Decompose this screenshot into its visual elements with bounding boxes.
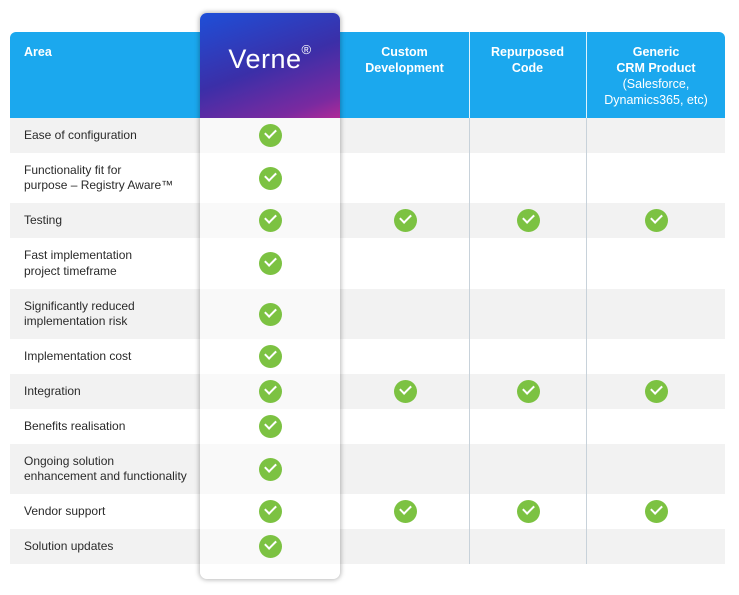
check-icon xyxy=(393,209,417,232)
row-label: Solution updates xyxy=(24,529,204,564)
check-icon xyxy=(258,345,282,368)
generic-header-sub1: (Salesforce, xyxy=(622,77,690,91)
row-label-text: Benefits realisation xyxy=(24,419,125,435)
check-icon xyxy=(393,500,417,523)
verne-column-header xyxy=(200,13,340,118)
row-label-line: Vendor support xyxy=(24,503,106,518)
check-icon xyxy=(258,535,282,558)
row-label: Vendor support xyxy=(24,494,204,529)
row-label-line: Functionality fit for xyxy=(24,162,122,177)
row-label-line: Testing xyxy=(24,212,63,227)
check-icon xyxy=(516,380,540,403)
row-label: Implementation cost xyxy=(24,339,204,374)
generic-header-line1: Generic xyxy=(632,45,680,59)
row-label-text: Functionality fit for purpose – Registry … xyxy=(24,163,173,194)
row-label-line: Fast implementation xyxy=(24,248,133,262)
check-icon xyxy=(258,457,282,481)
row-label-line: Solution updates xyxy=(24,538,114,553)
check-icon xyxy=(258,124,282,147)
custom-development-column-header: Custom Development xyxy=(340,32,469,118)
area-column-header: Area xyxy=(24,32,174,118)
table-row: Significantly reduced implementation risk xyxy=(10,289,725,339)
row-label-text: Ease of configuration xyxy=(24,128,137,144)
row-label: Benefits realisation xyxy=(24,409,204,444)
generic-header-sub2: Dynamics365, etc) xyxy=(604,93,708,107)
table-row: Vendor support xyxy=(10,494,725,529)
table-row: Ease of configuration xyxy=(10,118,725,153)
check-icon xyxy=(258,209,282,232)
table-row: Implementation cost xyxy=(10,339,725,374)
registered-mark: ® xyxy=(301,42,312,57)
row-label: Functionality fit for purpose – Registry … xyxy=(24,153,204,203)
check-icon xyxy=(516,500,540,523)
row-label-line: Integration xyxy=(24,383,81,398)
check-icon xyxy=(644,500,668,523)
table-row: Functionality fit for purpose – Registry … xyxy=(10,153,725,203)
check-icon xyxy=(258,415,282,438)
column-divider xyxy=(469,118,470,564)
check-icon xyxy=(258,500,282,523)
check-icon xyxy=(644,209,668,232)
row-label: Ease of configuration xyxy=(24,118,204,153)
row-label-text: Fast implementation project timeframe xyxy=(24,248,132,279)
row-label: Significantly reduced implementation risk xyxy=(24,289,204,339)
check-icon xyxy=(258,380,282,403)
row-label-line: Ease of configuration xyxy=(24,127,137,142)
repurposed-code-column-header: Repurposed Code xyxy=(469,32,586,118)
verne-logo: Verne® xyxy=(200,42,340,75)
comparison-header xyxy=(10,32,725,118)
row-label-line: Ongoing solution xyxy=(24,453,115,468)
check-icon xyxy=(644,380,668,403)
row-label-line: Significantly reduced xyxy=(24,298,135,313)
row-label-line: Benefits realisation xyxy=(24,418,126,433)
row-label: Ongoing solution enhancement and function… xyxy=(24,444,204,494)
custom-header-line2: Development xyxy=(365,61,444,75)
custom-header-line1: Custom xyxy=(381,45,428,59)
table-row: Solution updates xyxy=(10,529,725,564)
row-label: Integration xyxy=(24,374,204,409)
row-label-line: enhancement and functionality xyxy=(24,469,187,483)
check-icon xyxy=(258,252,282,275)
table-row: Benefits realisation xyxy=(10,409,725,444)
row-label-line: Implementation cost xyxy=(24,348,132,363)
repurposed-header-line2: Code xyxy=(511,61,544,75)
generic-crm-column-header: Generic CRM Product (Salesforce, Dynamic… xyxy=(586,32,726,118)
row-label: Fast implementation project timeframe xyxy=(24,238,204,289)
row-label-line: purpose – Registry Aware™ xyxy=(24,178,174,192)
generic-header-line2: CRM Product xyxy=(616,61,696,75)
table-row: Testing xyxy=(10,203,725,238)
check-icon xyxy=(516,209,540,232)
row-label-text: Vendor support xyxy=(24,504,105,520)
row-label: Testing xyxy=(24,203,204,238)
table-row: Integration xyxy=(10,374,725,409)
row-label-text: Solution updates xyxy=(24,539,113,555)
row-label-text: Implementation cost xyxy=(24,349,131,365)
table-row: Fast implementation project timeframe xyxy=(10,238,725,289)
table-row: Ongoing solution enhancement and function… xyxy=(10,444,725,494)
check-icon xyxy=(258,302,282,326)
verne-brand-text: Verne xyxy=(228,44,302,74)
check-icon xyxy=(393,380,417,403)
check-icon xyxy=(258,166,282,190)
row-label-line: project timeframe xyxy=(24,263,117,278)
row-label-text: Ongoing solution enhancement and function… xyxy=(24,454,187,485)
row-label-line: implementation risk xyxy=(24,314,128,328)
row-label-text: Testing xyxy=(24,213,62,229)
area-header-label: Area xyxy=(24,45,52,59)
column-divider xyxy=(469,32,470,118)
row-label-text: Integration xyxy=(24,384,81,400)
column-divider xyxy=(586,32,587,118)
repurposed-header-line1: Repurposed xyxy=(491,45,564,59)
column-divider xyxy=(586,118,587,564)
row-label-text: Significantly reduced implementation risk xyxy=(24,299,135,330)
